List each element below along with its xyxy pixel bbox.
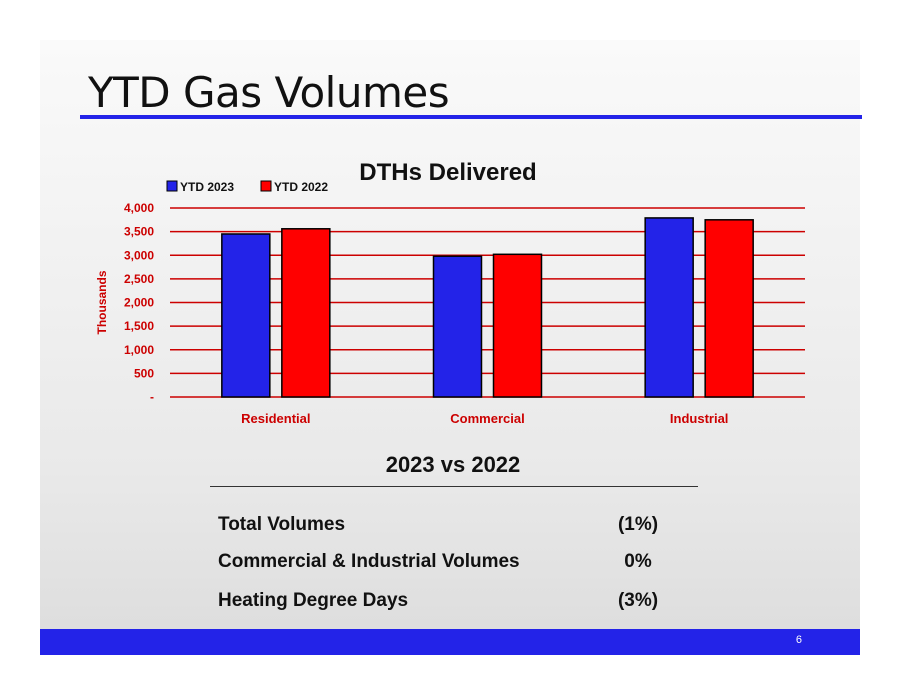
- y-tick-label: 2,500: [124, 272, 154, 286]
- summary-row-heating-degree-days: Heating Degree Days (3%): [218, 590, 678, 616]
- legend-label: YTD 2022: [274, 180, 328, 194]
- y-tick-label: 1,500: [124, 319, 154, 333]
- y-tick-label: 1,000: [124, 343, 154, 357]
- legend-swatch-ytd-2022: [260, 180, 272, 192]
- x-tick-label: Industrial: [670, 411, 729, 426]
- bar-residential-ytd-2023: [221, 233, 271, 398]
- bar-industrial-ytd-2022: [704, 219, 754, 398]
- chart-title: DTHs Delivered: [359, 159, 536, 186]
- summary-row-value: 0%: [624, 551, 652, 572]
- y-tick-label: 2,000: [124, 296, 154, 310]
- y-tick-label: -: [150, 390, 154, 404]
- page-number: 6: [795, 634, 802, 646]
- y-tick-label: 3,000: [124, 248, 154, 262]
- bar-commercial-ytd-2022: [492, 253, 543, 398]
- summary-row-commercial-industrial: Commercial & Industrial Volumes 0%: [218, 551, 678, 577]
- slide-title: YTD Gas Volumes: [88, 68, 450, 117]
- x-tick-label: Commercial: [450, 411, 524, 426]
- title-underline: [80, 115, 862, 119]
- summary-row-label: Commercial & Industrial Volumes: [218, 551, 520, 572]
- y-axis-label: Thousands: [95, 270, 109, 334]
- bar-chart: - 500 1,000 1,500 2,000 2,500 3,000 3,500 4,000 R…: [95, 159, 805, 426]
- footer-bar: 6: [40, 629, 860, 655]
- y-tick-label: 3,500: [124, 225, 154, 239]
- summary-row-label: Heating Degree Days: [218, 590, 409, 611]
- y-tick-label: 500: [134, 366, 154, 380]
- bar-industrial-ytd-2023: [644, 217, 694, 398]
- legend-label: YTD 2023: [180, 180, 234, 194]
- y-tick-label: 4,000: [124, 201, 154, 215]
- summary-row-value: (1%): [617, 514, 659, 535]
- summary-divider: [210, 486, 698, 487]
- summary-heading: 2023 vs 2022: [385, 452, 521, 477]
- legend-swatch-ytd-2023: [166, 180, 178, 192]
- bar-residential-ytd-2022: [281, 228, 331, 398]
- x-tick-label: Residential: [241, 411, 310, 426]
- summary-row-total-volumes: Total Volumes (1%): [218, 514, 678, 540]
- summary-row-value: (3%): [617, 590, 659, 611]
- slide: YTD Gas Volumes - 500 1,000 1,500 2,000 2,500…: [40, 40, 862, 655]
- bar-commercial-ytd-2023: [432, 255, 483, 398]
- summary-row-label: Total Volumes: [218, 514, 346, 535]
